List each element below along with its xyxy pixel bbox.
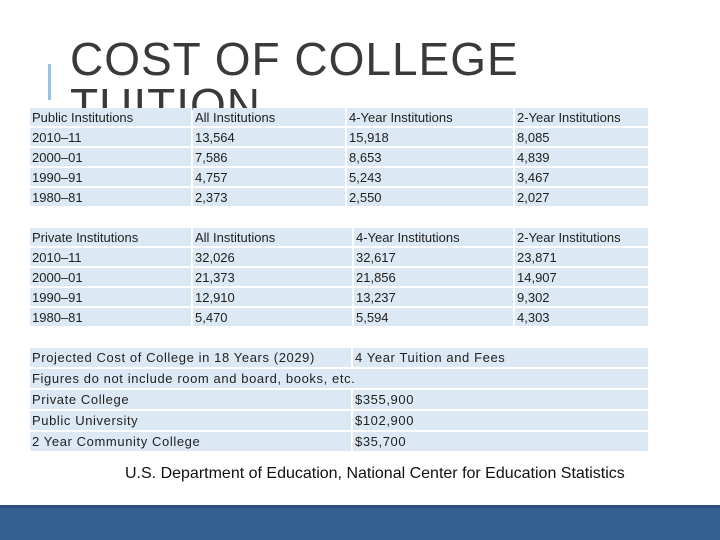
source-note: U.S. Department of Education, National C…: [125, 465, 625, 482]
table-cell: 21,856: [354, 268, 513, 286]
table-cell: 1980–81: [30, 188, 191, 206]
table-cell: 4,303: [515, 308, 648, 326]
header-cell: 4-Year Institutions: [347, 108, 513, 126]
table-cell: 5,470: [193, 308, 352, 326]
table-cell: 2,373: [193, 188, 345, 206]
header-cell: All Institutions: [193, 108, 345, 126]
header-cell: 4-Year Institutions: [354, 228, 513, 246]
table-cell: 2 Year Community College: [30, 432, 351, 451]
table-cell: Figures do not include room and board, b…: [30, 369, 648, 388]
table-cell: 13,564: [193, 128, 345, 146]
header-cell: Public Institutions: [30, 108, 191, 126]
header-cell: Private Institutions: [30, 228, 191, 246]
table-cell: Public University: [30, 411, 351, 430]
table-cell: 2000–01: [30, 148, 191, 166]
table-cell: 21,373: [193, 268, 352, 286]
accent-bar: [48, 64, 51, 100]
table-cell: 2000–01: [30, 268, 191, 286]
table-cell: 32,617: [354, 248, 513, 266]
table-cell: 1990–91: [30, 168, 191, 186]
table-cell: 1980–81: [30, 308, 191, 326]
slide-title: COST OF COLLEGE TUITION: [70, 33, 519, 131]
table-cell: 4,757: [193, 168, 345, 186]
table-cell: 1990–91: [30, 288, 191, 306]
table-cell: $35,700: [353, 432, 648, 451]
table-cell: 23,871: [515, 248, 648, 266]
table-cell: 13,237: [354, 288, 513, 306]
table-cell: 14,907: [515, 268, 648, 286]
table-cell: 2010–11: [30, 248, 191, 266]
footer-band: [0, 505, 720, 540]
table-cell: 12,910: [193, 288, 352, 306]
table-cell: 2,550: [347, 188, 513, 206]
table-cell: 7,586: [193, 148, 345, 166]
header-cell: 2-Year Institutions: [515, 108, 648, 126]
table-cell: 8,653: [347, 148, 513, 166]
table-cell: Private College: [30, 390, 351, 409]
table-cell: 2010–11: [30, 128, 191, 146]
table-cell: 4,839: [515, 148, 648, 166]
table-cell: 8,085: [515, 128, 648, 146]
header-cell: 2-Year Institutions: [515, 228, 648, 246]
table-cell: 5,243: [347, 168, 513, 186]
header-cell: All Institutions: [193, 228, 352, 246]
table-cell: 32,026: [193, 248, 352, 266]
header-cell: Projected Cost of College in 18 Years (2…: [30, 348, 351, 367]
table-cell: 2,027: [515, 188, 648, 206]
table-cell: 3,467: [515, 168, 648, 186]
table-cell: 15,918: [347, 128, 513, 146]
table-cell: $355,900: [353, 390, 648, 409]
table-cell: $102,900: [353, 411, 648, 430]
table-cell: 9,302: [515, 288, 648, 306]
table-cell: 5,594: [354, 308, 513, 326]
header-cell: 4 Year Tuition and Fees: [353, 348, 648, 367]
